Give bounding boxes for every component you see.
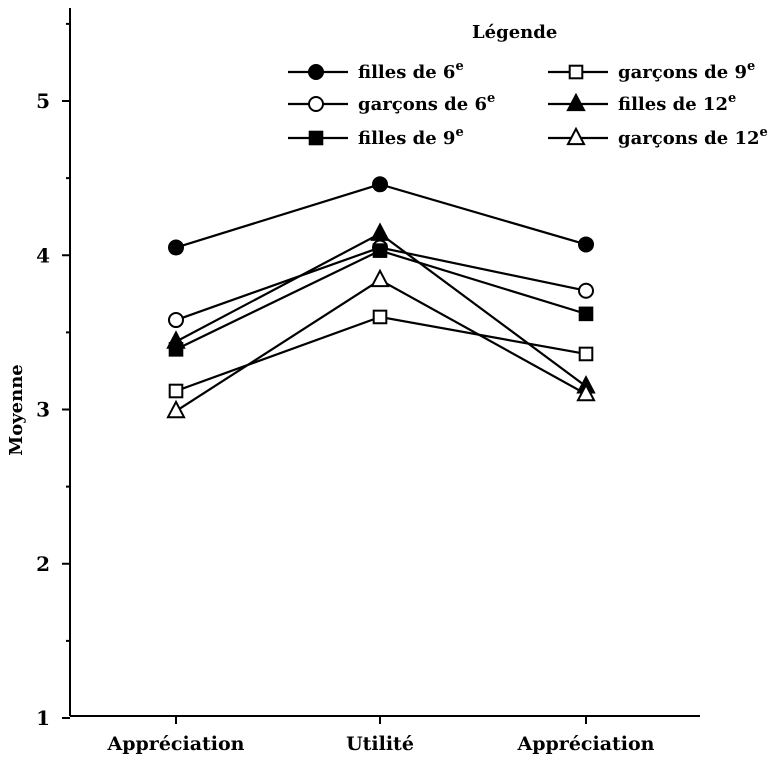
- series-4: [168, 309, 594, 399]
- legend-marker-triangle: [566, 126, 586, 146]
- data-point-circle: [168, 312, 184, 329]
- data-point-square: [372, 243, 388, 258]
- legend-marker-triangle: [566, 92, 586, 112]
- legend-item: filles de 6e: [288, 59, 464, 83]
- legend-item: garçons de 6e: [288, 91, 495, 115]
- series-line: [175, 278, 587, 412]
- legend-marker-circle: [308, 96, 324, 112]
- legend-title: Légende: [472, 22, 557, 43]
- series-line: [175, 315, 587, 393]
- legend-item: garçons de 9e: [548, 59, 755, 83]
- legend-item: filles de 12e: [548, 91, 736, 115]
- legend-label: filles de 12e: [618, 91, 736, 115]
- series-1: [168, 176, 594, 256]
- x-tick-label: Appréciation: [517, 733, 655, 755]
- data-point-triangle: [370, 222, 390, 241]
- y-tick-label: 4: [36, 243, 50, 267]
- y-tick-label: 3: [36, 398, 50, 422]
- y-tick-label: 5: [36, 89, 50, 113]
- data-point-triangle: [576, 382, 596, 402]
- data-point-triangle: [166, 330, 186, 349]
- series-6: [166, 268, 596, 419]
- legend-marker-square: [568, 64, 584, 80]
- series-lines: [166, 176, 596, 419]
- series-line: [175, 249, 587, 351]
- y-axis-title: Moyenne: [6, 364, 27, 455]
- data-point-circle: [168, 239, 184, 256]
- data-point-square: [578, 306, 594, 322]
- legend-label: filles de 6e: [358, 59, 464, 83]
- data-point-circle: [372, 176, 388, 193]
- data-point-triangle: [166, 399, 186, 419]
- data-point-square: [168, 383, 184, 399]
- legend-label: garçons de 12e: [618, 125, 768, 149]
- x-tick-label: Appréciation: [107, 733, 245, 755]
- legend-item: filles de 9e: [288, 125, 464, 149]
- data-point-circle: [578, 282, 594, 299]
- data-point-triangle: [370, 268, 390, 288]
- series-5: [166, 222, 596, 394]
- y-tick-label: 1: [36, 706, 50, 730]
- legend-label: garçons de 6e: [358, 91, 495, 115]
- axes: 1 2 3 4 5 Moyenne Appréciation Utilité Appréciat…: [6, 8, 700, 755]
- y-tick-label: 2: [36, 552, 50, 576]
- legend: Légende filles de 6e garçons de 6e filles d…: [288, 22, 768, 149]
- x-tick-label: Utilité: [346, 733, 414, 755]
- legend-marker-circle: [308, 64, 324, 80]
- data-point-circle: [578, 236, 594, 253]
- data-point-square: [372, 309, 388, 325]
- legend-label: filles de 9e: [358, 125, 464, 149]
- legend-marker-square: [308, 130, 324, 146]
- legend-item: garçons de 12e: [548, 125, 768, 149]
- legend-label: garçons de 9e: [618, 59, 755, 83]
- data-point-square: [578, 346, 594, 362]
